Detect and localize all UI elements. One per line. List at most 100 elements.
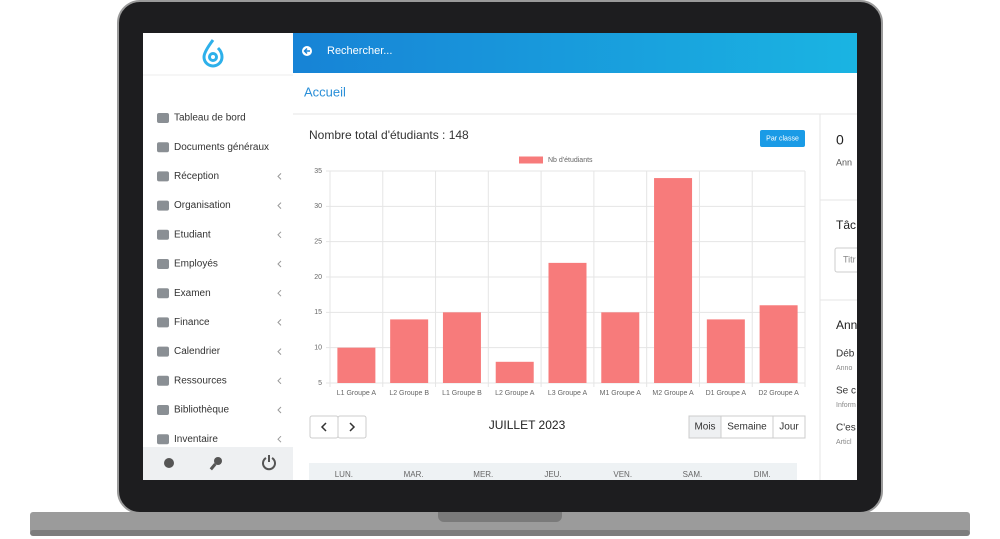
menu-item[interactable]: Ressources — [174, 375, 227, 386]
news-item-title: Déb — [836, 349, 855, 360]
y-tick-label: 20 — [314, 274, 322, 281]
menu-item[interactable]: Bibliothèque — [174, 405, 229, 416]
menu-item[interactable]: Employés — [174, 259, 218, 270]
calendar: Mois Semaine Jour LUN. MAR. MER. JEU. VEN. SAM. D… — [309, 415, 806, 480]
news-title: Ann — [836, 318, 857, 332]
chevron — [277, 377, 282, 385]
menu-item[interactable]: Documents généraux — [174, 142, 269, 153]
view-label[interactable]: Jour — [779, 422, 799, 433]
news-item-sub: Articl — [836, 439, 852, 446]
chevron — [277, 406, 282, 414]
top-bar — [293, 33, 857, 73]
bar — [337, 347, 376, 383]
count-label: Ann — [836, 157, 852, 167]
menu-item[interactable]: Finance — [174, 317, 210, 328]
bar — [706, 319, 745, 383]
task-input[interactable] — [834, 247, 875, 273]
class-button[interactable] — [760, 130, 805, 147]
bar — [390, 319, 429, 383]
footer-icons — [164, 455, 276, 471]
news-item-title: C'es — [836, 423, 856, 434]
menu-icon — [157, 171, 169, 182]
menu-icon — [157, 346, 169, 357]
logo — [202, 39, 224, 68]
settings-icon[interactable] — [164, 458, 174, 468]
breadcrumb[interactable]: Accueil — [304, 84, 346, 99]
x-tick-label: L1 Groupe A — [337, 390, 377, 397]
bar — [601, 312, 640, 383]
menu-item[interactable]: Inventaire — [174, 434, 218, 445]
search-input[interactable]: Rechercher... — [327, 45, 392, 57]
laptop-base — [30, 512, 970, 534]
menu-item[interactable]: Tableau de bord — [174, 113, 246, 124]
chevron — [277, 319, 282, 326]
news-item-sub: Inform — [836, 402, 856, 409]
chevron — [277, 289, 282, 297]
count: 0 — [836, 132, 844, 148]
menu-icon — [157, 142, 169, 153]
chart-title: Nombre total d'étudiants : 148 — [309, 128, 469, 142]
base-edge — [30, 530, 970, 536]
y-tick-label: 15 — [314, 309, 322, 316]
chevron — [277, 231, 282, 239]
x-tick-label: L3 Groupe A — [548, 390, 588, 397]
weekday: VEN. — [613, 470, 632, 479]
bar — [759, 305, 798, 383]
news-item-title: Se c — [836, 386, 856, 397]
chevron — [277, 260, 282, 268]
legend-label: Nb d'étudiants — [548, 157, 593, 164]
news-item-sub: Anno — [836, 365, 852, 372]
weekday: MER. — [473, 470, 493, 479]
menu-icon — [157, 113, 169, 123]
menu-item[interactable]: Etudiant — [174, 229, 211, 240]
menu-item[interactable]: Organisation — [174, 200, 231, 211]
right-panel: 0 Ann Tâc Titr Ann Déb Anno Se c Inform C'es… — [820, 132, 875, 446]
menu-icon — [157, 317, 169, 328]
menu-item[interactable]: Calendrier — [174, 346, 221, 357]
class-button-label[interactable]: Par classe — [766, 135, 799, 142]
tasks-title: Tâc — [836, 218, 856, 232]
menu-icon — [157, 375, 169, 386]
bar — [442, 312, 481, 383]
x-tick-label: L2 Groupe B — [389, 390, 429, 397]
view-button[interactable] — [772, 415, 806, 439]
x-tick-label: M2 Groupe A — [652, 390, 694, 397]
bar — [548, 262, 587, 383]
y-tick-label: 25 — [314, 239, 322, 246]
key-icon[interactable] — [214, 457, 222, 465]
x-tick-label: L2 Groupe A — [495, 390, 535, 397]
menu-icon — [157, 200, 169, 211]
weekday: MAR. — [404, 470, 424, 479]
view-label[interactable]: Mois — [694, 422, 715, 433]
weekday: SAM. — [683, 470, 703, 479]
x-tick-label: D1 Groupe A — [706, 390, 747, 397]
weekday: JEU. — [544, 470, 561, 479]
menu-item[interactable]: Réception — [174, 171, 219, 182]
y-tick-label: 10 — [314, 345, 322, 352]
menu-icon — [157, 229, 169, 240]
input-placeholder: Titr — [843, 254, 856, 264]
view-label[interactable]: Semaine — [727, 422, 767, 433]
x-tick-label: L1 Groupe B — [442, 390, 482, 397]
weekday-header — [309, 463, 797, 480]
x-tick-label: M1 Groupe A — [600, 390, 642, 397]
chart: 5 10 15 20 25 30 35 Nb d'étudiants L1 Groupe A L2… — [314, 156, 806, 397]
next-button[interactable] — [337, 415, 367, 439]
weekday: DIM. — [754, 470, 771, 479]
calendar-title: JUILLET 2023 — [489, 418, 566, 432]
power-icon[interactable] — [262, 457, 276, 471]
menu-icon — [157, 405, 169, 415]
x-tick-label: D2 Groupe A — [758, 390, 799, 397]
menu-icon — [157, 434, 169, 445]
chevron — [277, 348, 282, 355]
weekday: LUN. — [335, 470, 353, 479]
chevron — [277, 202, 282, 209]
menu-icon — [157, 288, 169, 299]
chevron — [277, 435, 282, 443]
menu-icon — [157, 259, 169, 269]
y-tick-label: 35 — [314, 168, 322, 175]
y-tick-label: 5 — [318, 380, 322, 387]
menu-item[interactable]: Examen — [174, 288, 211, 299]
